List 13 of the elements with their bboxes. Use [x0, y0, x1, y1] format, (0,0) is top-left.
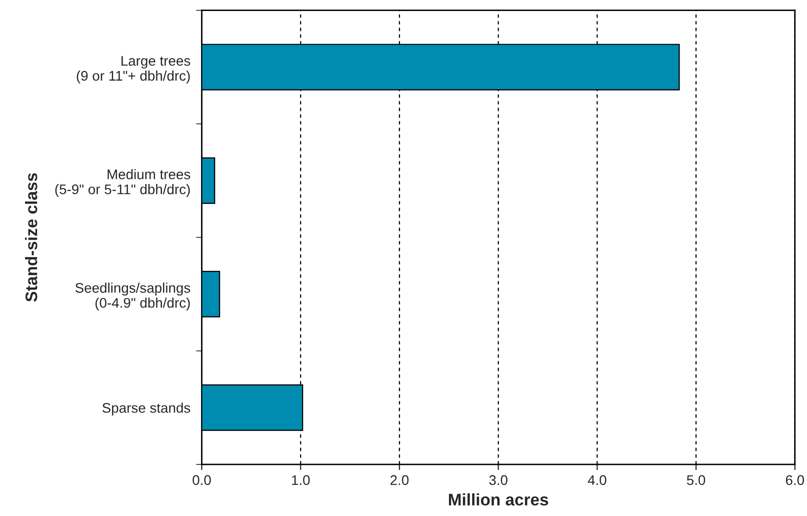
x-tick-label: 1.0: [292, 475, 310, 486]
y-tick-label: Large trees (9 or 11"+ dbh/drc): [76, 56, 190, 84]
x-axis-title: Million acres: [448, 493, 548, 506]
x-tick-label: 0.0: [192, 475, 211, 486]
y-axis-title: Stand-size class: [25, 173, 38, 302]
x-tick-label: 6.0: [786, 475, 804, 486]
y-tick-label: Seedlings/saplings (0-4.9" dbh/drc): [75, 282, 190, 311]
x-tick-label: 4.0: [588, 475, 606, 486]
x-tick-label: 5.0: [686, 475, 706, 486]
y-tick-label: Medium trees (5-9" or 5-11" dbh/drc): [55, 169, 190, 197]
x-tick-label: 2.0: [390, 475, 409, 486]
x-tick-label: 3.0: [489, 475, 508, 486]
y-tick-label: Sparse stands: [102, 402, 190, 416]
